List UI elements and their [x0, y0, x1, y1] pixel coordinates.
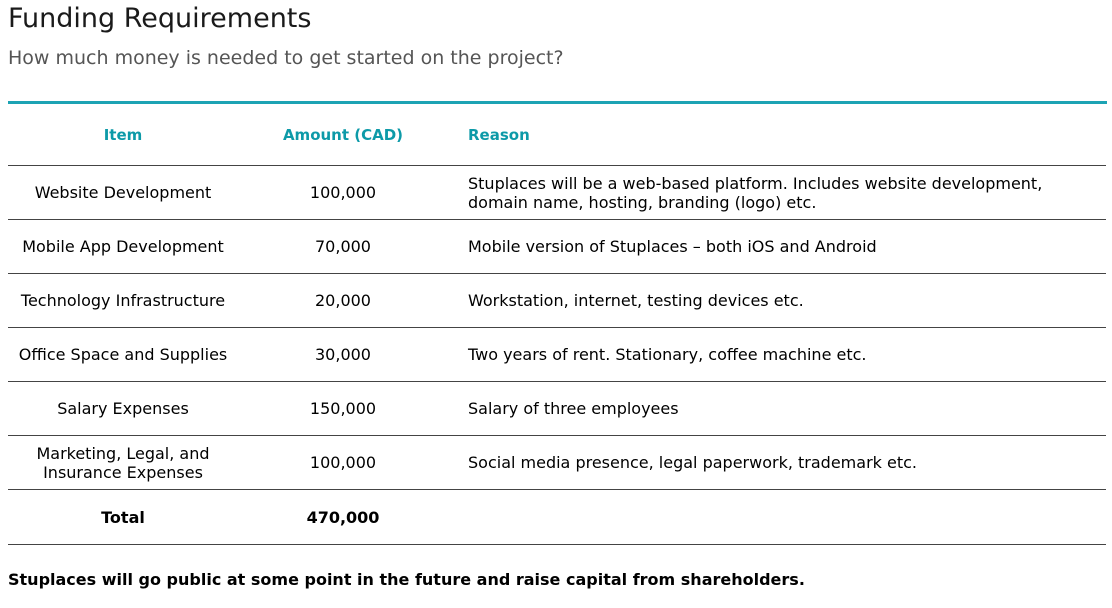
row-item: Website Development [8, 165, 238, 220]
total-row: Total 470,000 [8, 489, 1106, 545]
accent-divider [8, 101, 1107, 104]
table-row: Marketing, Legal, and Insurance Expenses… [8, 435, 1106, 490]
table-row: Office Space and Supplies 30,000 Two yea… [8, 327, 1106, 382]
page-subtitle: How much money is needed to get started … [8, 47, 564, 69]
row-amount: 150,000 [238, 381, 448, 436]
row-amount: 70,000 [238, 219, 448, 274]
table-header-row: Item Amount (CAD) Reason [8, 104, 1106, 166]
row-amount: 20,000 [238, 273, 448, 328]
row-item: Office Space and Supplies [8, 327, 238, 382]
table-row: Mobile App Development 70,000 Mobile ver… [8, 219, 1106, 274]
row-item: Technology Infrastructure [8, 273, 238, 328]
row-item: Salary Expenses [8, 381, 238, 436]
table-row: Technology Infrastructure 20,000 Worksta… [8, 273, 1106, 328]
total-label: Total [8, 489, 238, 545]
column-header-item: Item [8, 104, 238, 166]
row-amount: 30,000 [238, 327, 448, 382]
column-header-reason: Reason [448, 104, 1106, 166]
row-item: Mobile App Development [8, 219, 238, 274]
total-amount: 470,000 [238, 489, 448, 545]
row-reason: Two years of rent. Stationary, coffee ma… [448, 327, 1106, 382]
row-amount: 100,000 [238, 435, 448, 490]
row-item: Marketing, Legal, and Insurance Expenses [8, 435, 238, 490]
row-reason: Workstation, internet, testing devices e… [448, 273, 1106, 328]
row-reason: Social media presence, legal paperwork, … [448, 435, 1106, 490]
row-reason: Stuplaces will be a web-based platform. … [448, 165, 1106, 220]
table-row: Website Development 100,000 Stuplaces wi… [8, 165, 1106, 220]
table-row: Salary Expenses 150,000 Salary of three … [8, 381, 1106, 436]
row-reason: Salary of three employees [448, 381, 1106, 436]
page-title: Funding Requirements [8, 3, 312, 34]
column-header-amount: Amount (CAD) [238, 104, 448, 166]
row-amount: 100,000 [238, 165, 448, 220]
row-reason: Mobile version of Stuplaces – both iOS a… [448, 219, 1106, 274]
funding-table: Item Amount (CAD) Reason Website Develop… [8, 104, 1106, 545]
total-reason-empty [448, 489, 1106, 545]
footer-note: Stuplaces will go public at some point i… [8, 570, 805, 589]
